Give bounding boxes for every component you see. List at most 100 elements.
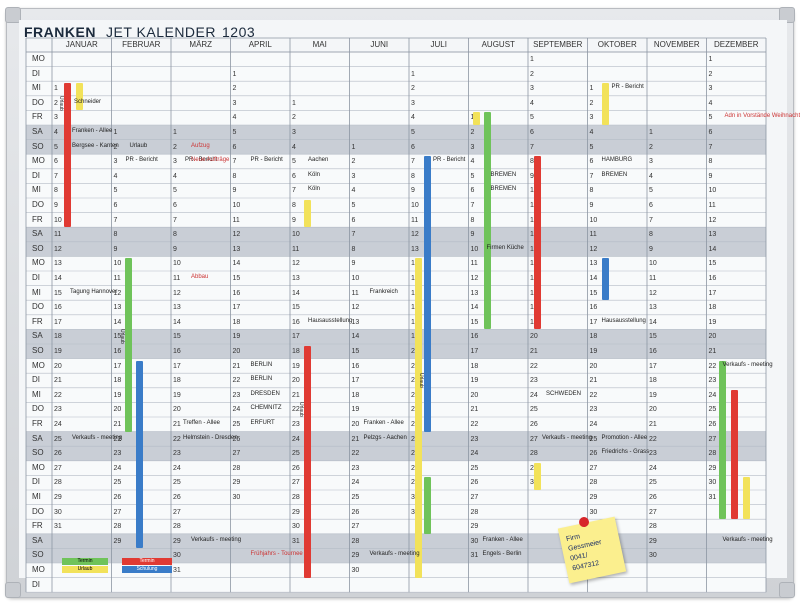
day-number: 27 [470,494,479,501]
day-number: 9 [649,245,653,253]
day-number: 23 [173,450,181,458]
day-number: 16 [708,275,717,282]
day-number: 7 [292,187,296,195]
day-number: 24 [530,391,538,399]
day-number: 14 [411,260,419,267]
magnet-strip[interactable] [64,83,71,228]
magnet-strip[interactable] [424,477,431,534]
day-number: 12 [292,260,300,268]
day-number: 2 [411,85,415,93]
day-number: 29 [292,508,300,516]
magnet-strip[interactable] [483,112,491,330]
magnet-strip[interactable] [601,83,609,125]
weekday-label: DO [32,200,44,209]
day-number: 25 [708,406,717,414]
handwritten-note: BREMEN [490,186,517,193]
day-number: 3 [54,114,58,122]
magnet-strip[interactable] [76,83,83,111]
day-number: 27 [351,523,360,531]
day-number: 12 [649,289,657,297]
magnet-strip[interactable] [534,462,541,490]
day-number: 24 [589,421,598,428]
weekday-label: SA [32,229,43,239]
day-number: 24 [54,421,62,428]
day-number: 3 [649,158,653,166]
magnet-strip[interactable] [534,156,541,330]
day-number: 12 [470,275,479,282]
handwritten-note: Aachen [308,157,329,164]
magnet-strip[interactable] [424,156,431,432]
weekday-label: MO [32,258,45,268]
handwritten-note: BERLIN [250,361,273,368]
weekday-row [26,256,766,271]
day-number: 1 [232,70,237,78]
day-number: 27 [232,450,241,458]
day-number: 11 [589,231,597,239]
weekday-label: FR [32,214,43,224]
legend-label: Termin [77,558,93,564]
frame-corner [5,582,21,598]
day-number: 24 [649,464,657,472]
day-number: 29 [54,494,62,501]
sticky-note[interactable]: Firm Gessmeier 0041/ 6047312 [557,516,627,584]
handwritten-note: Verkaufs - meeting [722,361,773,368]
day-number: 14 [232,260,241,268]
day-number: 29 [232,479,241,487]
day-number: 19 [292,362,300,370]
day-number: 30 [649,552,657,560]
day-number: 3 [173,158,177,166]
weekday-label: SA [32,127,43,136]
weekday-label: DI [32,273,40,282]
magnet-strip[interactable] [415,258,422,578]
day-number: 31 [173,567,181,574]
magnet-strip[interactable] [742,477,750,520]
handwritten-note: PR - Bericht [433,157,466,164]
day-number: 20 [411,348,419,355]
weekday-label: MI [32,492,41,501]
day-number: 12 [113,289,122,297]
frame-corner [779,7,795,23]
weekday-label: MI [32,83,41,93]
magnet-strip[interactable] [601,258,609,301]
day-number: 20 [351,421,360,428]
day-number: 24 [708,391,717,399]
day-number: 15 [411,275,419,282]
day-number: 12 [173,289,181,297]
day-number: 27 [649,508,657,516]
day-number: 1 [54,85,58,93]
day-number: 12 [708,216,717,224]
day-number: 9 [470,231,475,239]
weekend-row [26,125,766,140]
magnet-strip[interactable] [730,389,738,520]
day-number: 19 [173,391,181,399]
strip-label: Urlaub [418,373,424,388]
day-number: 3 [292,129,296,136]
day-number: 9 [54,202,58,209]
day-number: 8 [351,245,356,253]
day-number: 2 [113,143,118,151]
day-number: 5 [470,172,475,180]
strip-label: Urlaub [298,402,304,418]
magnet-strip[interactable] [124,258,132,432]
day-number: 14 [173,318,181,326]
day-number: 30 [351,567,360,574]
magnet-strip[interactable] [718,360,726,520]
magnet-strip[interactable] [135,360,143,549]
weekday-label: DO [32,404,44,414]
handwritten-note: DRESDEN [250,390,280,397]
magnet-strip[interactable] [472,112,480,125]
handwritten-note: Hausausstellung [308,317,353,324]
day-number: 10 [113,260,122,268]
day-number: 26 [649,494,657,501]
magnet-strip[interactable] [304,346,311,578]
day-number: 27 [54,464,62,472]
day-number: 12 [530,217,538,224]
day-number: 6 [589,158,594,166]
day-number: 3 [113,158,118,166]
magnet-strip[interactable] [304,200,311,228]
day-number: 17 [708,289,717,297]
day-number: 22 [530,362,538,370]
legend-swatch-red: Termin [122,558,172,565]
weekday-row [26,95,766,111]
